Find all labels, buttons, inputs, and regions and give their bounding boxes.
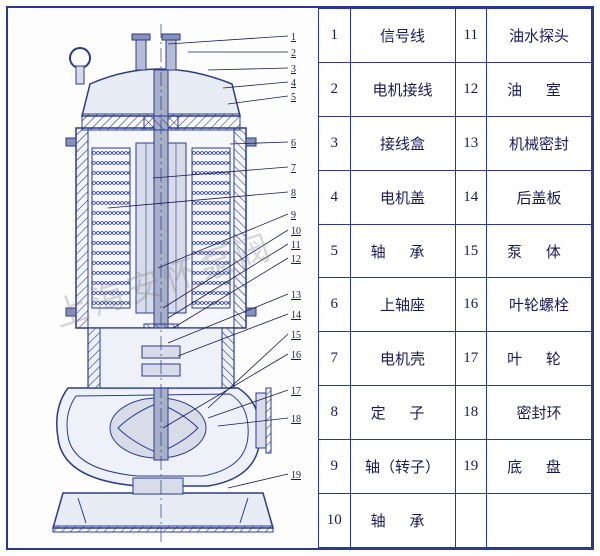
- part-number: 17: [455, 332, 487, 386]
- table-row: 6上轴座16叶轮螺栓: [319, 278, 592, 332]
- diagram-pane: 上海安怀泵阀 12345678910111213141516171819: [8, 8, 318, 548]
- outer-frame: 上海安怀泵阀 12345678910111213141516171819 1信号…: [6, 6, 594, 550]
- callout-number: 9: [291, 210, 296, 221]
- table-row: 1信号线11油水探头: [319, 9, 592, 63]
- part-number: 2: [319, 62, 351, 116]
- lifting-eye: [70, 48, 90, 84]
- table-row: 4电机盖14后盖板: [319, 170, 592, 224]
- part-number: 3: [319, 116, 351, 170]
- part-name: 油 室: [487, 62, 592, 116]
- callout-number: 6: [291, 138, 296, 149]
- base-plate: [53, 493, 273, 532]
- table-row: 3接线盒13机械密封: [319, 116, 592, 170]
- part-number: 11: [455, 9, 487, 63]
- part-name: 信号线: [350, 9, 455, 63]
- part-number: 10: [319, 494, 351, 548]
- part-name: 后盖板: [487, 170, 592, 224]
- part-number: [455, 494, 487, 548]
- part-number: 15: [455, 224, 487, 278]
- callout-number: 2: [291, 48, 296, 59]
- callout-number: 3: [291, 64, 296, 75]
- part-name: 电机壳: [350, 332, 455, 386]
- callout-number: 16: [291, 350, 301, 361]
- callout-number: 11: [291, 240, 301, 251]
- part-number: 8: [319, 386, 351, 440]
- table-row: 5轴 承15泵 体: [319, 224, 592, 278]
- part-number: 1: [319, 9, 351, 63]
- part-name: [487, 494, 592, 548]
- part-number: 12: [455, 62, 487, 116]
- part-name: 叶轮螺栓: [487, 278, 592, 332]
- table-row: 7电机壳17叶 轮: [319, 332, 592, 386]
- part-name: 泵 体: [487, 224, 592, 278]
- part-name: 轴 承: [350, 494, 455, 548]
- part-name: 接线盒: [350, 116, 455, 170]
- part-number: 9: [319, 440, 351, 494]
- callout-number: 10: [291, 226, 301, 237]
- callout-number: 1: [291, 32, 296, 43]
- part-name: 叶 轮: [487, 332, 592, 386]
- callout-number: 19: [291, 470, 301, 481]
- callout-number: 8: [291, 188, 296, 199]
- callout-number: 5: [291, 92, 296, 103]
- part-name: 定 子: [350, 386, 455, 440]
- callout-number: 18: [291, 414, 301, 425]
- callout-number: 7: [291, 163, 296, 174]
- table-row: 9轴（转子）19底 盘: [319, 440, 592, 494]
- parts-table: 1信号线11油水探头2电机接线12油 室3接线盒13机械密封4电机盖14后盖板5…: [318, 8, 592, 548]
- part-number: 4: [319, 170, 351, 224]
- part-name: 密封环: [487, 386, 592, 440]
- table-row: 8定 子18密封环: [319, 386, 592, 440]
- callout-number: 15: [291, 330, 301, 341]
- callout-number: 4: [291, 78, 296, 89]
- part-number: 16: [455, 278, 487, 332]
- part-number: 14: [455, 170, 487, 224]
- callout-number: 14: [291, 310, 301, 321]
- table-row: 10轴 承: [319, 494, 592, 548]
- part-name: 电机接线: [350, 62, 455, 116]
- callout-number: 17: [291, 386, 301, 397]
- part-number: 6: [319, 278, 351, 332]
- callout-number: 12: [291, 254, 301, 265]
- part-number: 18: [455, 386, 487, 440]
- part-name: 底 盘: [487, 440, 592, 494]
- part-number: 7: [319, 332, 351, 386]
- callout-number: 13: [291, 290, 301, 301]
- part-name: 电机盖: [350, 170, 455, 224]
- part-name: 上轴座: [350, 278, 455, 332]
- part-number: 13: [455, 116, 487, 170]
- part-name: 机械密封: [487, 116, 592, 170]
- pump-diagram: [8, 8, 318, 548]
- part-number: 5: [319, 224, 351, 278]
- part-name: 油水探头: [487, 9, 592, 63]
- part-name: 轴 承: [350, 224, 455, 278]
- table-row: 2电机接线12油 室: [319, 62, 592, 116]
- part-number: 19: [455, 440, 487, 494]
- part-name: 轴（转子）: [350, 440, 455, 494]
